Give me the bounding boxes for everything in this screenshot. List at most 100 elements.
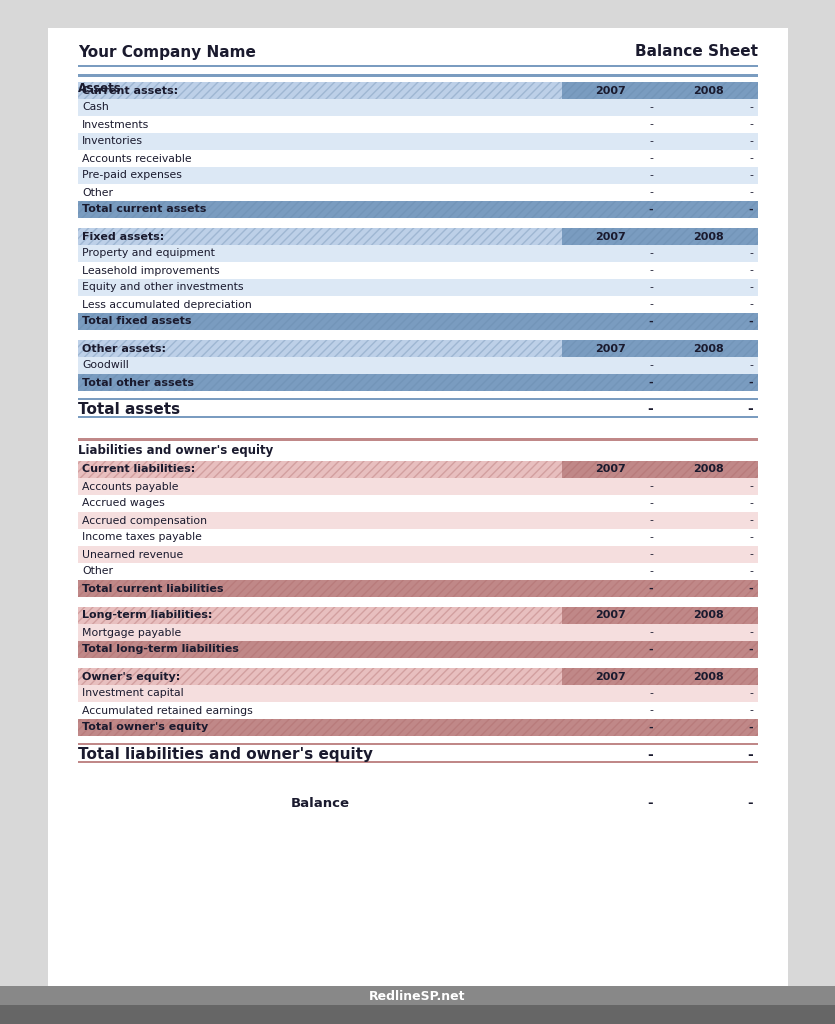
Bar xyxy=(658,624,758,641)
Text: Accounts payable: Accounts payable xyxy=(82,481,179,492)
Text: Accounts receivable: Accounts receivable xyxy=(82,154,191,164)
Text: -: - xyxy=(749,171,753,180)
Text: -: - xyxy=(649,499,653,509)
Text: -: - xyxy=(649,360,653,371)
Bar xyxy=(562,184,658,201)
Bar xyxy=(658,641,758,658)
Bar xyxy=(562,461,658,478)
Bar xyxy=(658,82,758,99)
Bar xyxy=(78,82,562,99)
Text: -: - xyxy=(747,797,753,810)
Text: Income taxes payable: Income taxes payable xyxy=(82,532,202,543)
Bar xyxy=(78,82,562,99)
Text: -: - xyxy=(647,402,653,417)
Text: -: - xyxy=(749,481,753,492)
Text: -: - xyxy=(749,283,753,293)
Text: Total assets: Total assets xyxy=(78,402,180,417)
Text: -: - xyxy=(649,550,653,559)
Bar xyxy=(562,313,658,330)
Text: Total other assets: Total other assets xyxy=(82,378,194,387)
Text: -: - xyxy=(749,154,753,164)
Bar xyxy=(562,668,658,685)
Text: -: - xyxy=(749,120,753,129)
Bar xyxy=(562,374,658,391)
Bar xyxy=(562,340,658,357)
Bar xyxy=(78,512,562,529)
Text: -: - xyxy=(648,644,653,654)
Bar xyxy=(78,761,758,763)
Bar xyxy=(658,685,758,702)
Text: 2008: 2008 xyxy=(692,85,723,95)
Text: 2007: 2007 xyxy=(595,85,625,95)
Bar xyxy=(562,313,658,330)
Text: Current liabilities:: Current liabilities: xyxy=(82,465,195,474)
Bar xyxy=(658,668,758,685)
Bar xyxy=(78,607,562,624)
Text: Current assets:: Current assets: xyxy=(82,85,178,95)
Bar xyxy=(658,201,758,218)
Bar xyxy=(562,529,658,546)
Bar xyxy=(562,461,658,478)
Bar xyxy=(78,374,562,391)
Text: Accumulated retained earnings: Accumulated retained earnings xyxy=(82,706,253,716)
Bar xyxy=(78,398,758,400)
Text: Balance Sheet: Balance Sheet xyxy=(635,44,758,59)
Bar xyxy=(78,580,562,597)
Text: -: - xyxy=(648,378,653,387)
Text: Less accumulated depreciation: Less accumulated depreciation xyxy=(82,299,251,309)
Text: -: - xyxy=(649,171,653,180)
Bar xyxy=(658,546,758,563)
Text: -: - xyxy=(748,378,753,387)
Bar xyxy=(658,133,758,150)
Text: Other: Other xyxy=(82,566,113,577)
Text: -: - xyxy=(749,706,753,716)
Text: 2008: 2008 xyxy=(692,672,723,682)
Text: -: - xyxy=(749,136,753,146)
Text: Accrued wages: Accrued wages xyxy=(82,499,164,509)
Bar xyxy=(562,719,658,736)
Bar xyxy=(562,167,658,184)
Bar xyxy=(658,245,758,262)
Text: -: - xyxy=(649,187,653,198)
Text: -: - xyxy=(749,628,753,638)
Text: Other: Other xyxy=(82,187,113,198)
Bar xyxy=(658,228,758,245)
Bar xyxy=(562,116,658,133)
Text: -: - xyxy=(649,706,653,716)
Bar xyxy=(658,607,758,624)
Bar xyxy=(658,167,758,184)
Bar xyxy=(78,719,562,736)
Text: 2007: 2007 xyxy=(595,610,625,621)
Bar xyxy=(78,685,562,702)
Text: Your Company Name: Your Company Name xyxy=(78,44,256,59)
Bar xyxy=(658,313,758,330)
Bar xyxy=(562,607,658,624)
Text: Equity and other investments: Equity and other investments xyxy=(82,283,244,293)
Bar xyxy=(78,296,562,313)
Text: Liabilities and owner's equity: Liabilities and owner's equity xyxy=(78,444,273,457)
Bar xyxy=(562,512,658,529)
Text: -: - xyxy=(749,566,753,577)
Text: Investment capital: Investment capital xyxy=(82,688,184,698)
Bar xyxy=(78,357,562,374)
Bar xyxy=(0,1005,835,1024)
Bar xyxy=(78,478,562,495)
Bar xyxy=(78,340,562,357)
Text: 2008: 2008 xyxy=(692,231,723,242)
Text: -: - xyxy=(649,136,653,146)
Text: -: - xyxy=(749,532,753,543)
Text: 2008: 2008 xyxy=(692,610,723,621)
Bar xyxy=(78,167,562,184)
Text: -: - xyxy=(649,154,653,164)
Text: Total current liabilities: Total current liabilities xyxy=(82,584,224,594)
Bar xyxy=(562,340,658,357)
Text: Cash: Cash xyxy=(82,102,109,113)
Text: -: - xyxy=(648,316,653,327)
Bar xyxy=(562,668,658,685)
Text: 2007: 2007 xyxy=(595,672,625,682)
Text: -: - xyxy=(649,102,653,113)
Bar xyxy=(562,228,658,245)
Bar xyxy=(658,580,758,597)
Bar xyxy=(78,546,562,563)
Bar xyxy=(562,82,658,99)
